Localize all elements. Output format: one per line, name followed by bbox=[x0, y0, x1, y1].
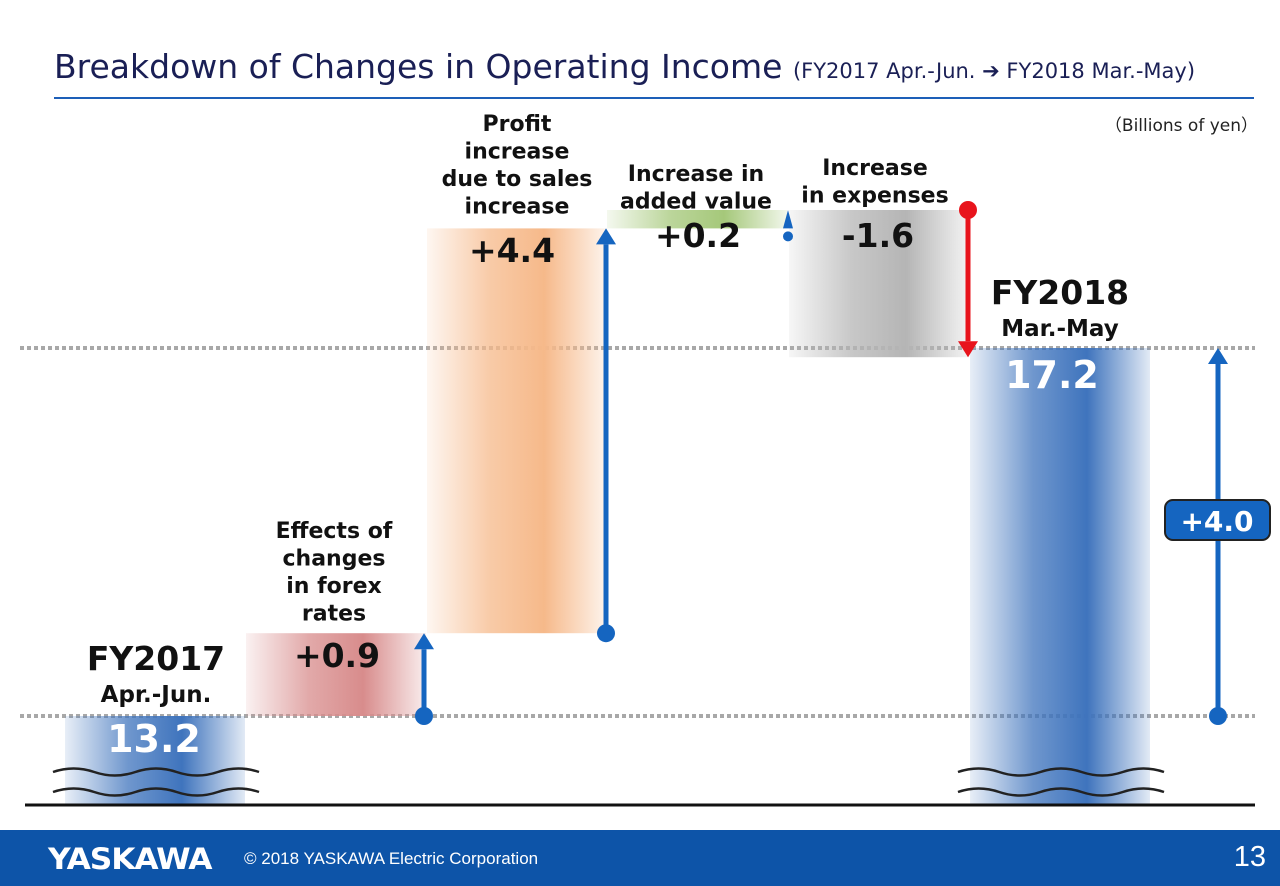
net-change-badge bbox=[1164, 499, 1271, 541]
title-period: (FY2017 Apr.-Jun. ➔ FY2018 Mar.-May) bbox=[792, 59, 1196, 83]
subheading-fy2018: Mar.-May bbox=[1001, 316, 1118, 342]
arrow-expenses-head bbox=[958, 341, 978, 358]
footer-bar: YASKAWA © 2018 YASKAWA Electric Corporat… bbox=[0, 830, 1280, 886]
arrow-sales-tail-dot bbox=[597, 624, 615, 643]
net-change-label: +4.0 bbox=[1180, 505, 1253, 538]
category-label-1-line-2: changes bbox=[283, 547, 386, 572]
value-label-added-value: +0.2 bbox=[655, 216, 741, 255]
arrow-added-value-head bbox=[783, 210, 793, 229]
bar-step-4 bbox=[607, 210, 787, 229]
break-mark-start-1 bbox=[52, 767, 260, 777]
arrow-added-value-tail-dot bbox=[783, 231, 793, 242]
value-label-fy2018: 17.2 bbox=[1005, 353, 1099, 397]
category-label-2-line-2: increase bbox=[465, 140, 570, 165]
subheading-fy2017: Apr.-Jun. bbox=[101, 682, 212, 708]
yaskawa-logo: YASKAWA bbox=[48, 842, 212, 876]
bar-step-5 bbox=[789, 210, 969, 358]
copyright-text: © 2018 YASKAWA Electric Corporation bbox=[244, 849, 539, 868]
arrow-net-change-head bbox=[1208, 348, 1228, 364]
value-label-fy2017: 13.2 bbox=[107, 717, 201, 761]
category-label-2-line-3: due to sales bbox=[442, 167, 593, 192]
break-mark-start-2 bbox=[52, 787, 260, 797]
category-label-4-line-2: in expenses bbox=[801, 184, 948, 209]
category-label-4-line-1: Increase bbox=[822, 156, 928, 181]
break-mark-end-2 bbox=[957, 787, 1165, 797]
break-mark-end-1 bbox=[957, 767, 1165, 777]
category-label-2-line-1: Profit bbox=[483, 112, 552, 137]
arrow-forex-head bbox=[414, 633, 434, 650]
category-label-1-line-3: in forex bbox=[286, 574, 382, 599]
bar-step-6 bbox=[970, 348, 1150, 805]
bar-step-3 bbox=[427, 228, 607, 634]
category-label-3-line-2: added value bbox=[620, 190, 772, 215]
unit-label: （Billions of yen） bbox=[1104, 116, 1258, 136]
heading-fy2017: FY2017 bbox=[87, 639, 225, 678]
slide-title: Breakdown of Changes in Operating Income… bbox=[54, 50, 1195, 83]
arrow-sales-head bbox=[596, 228, 616, 245]
category-label-1-line-1: Effects of bbox=[276, 519, 393, 544]
waterfall-chart: 13.2 17.2 +0.9 +4.4 +0.2 -1.6 FY2017 Apr.-Jun. F… bbox=[20, 112, 1271, 807]
title-main: Breakdown of Changes in Operating Income bbox=[54, 47, 783, 86]
arrow-net-change-tail-dot bbox=[1209, 707, 1227, 725]
category-label-3-line-1: Increase in bbox=[628, 162, 764, 187]
heading-fy2018: FY2018 bbox=[991, 273, 1129, 312]
bar-step-2 bbox=[246, 633, 426, 716]
arrow-expenses-tail-dot bbox=[959, 201, 977, 219]
arrow-forex-tail-dot bbox=[415, 707, 433, 725]
page-number: 13 bbox=[1233, 841, 1266, 873]
category-label-1-line-4: rates bbox=[302, 602, 366, 627]
bar-step-1 bbox=[65, 716, 245, 805]
value-label-sales: +4.4 bbox=[469, 231, 555, 270]
category-label-2-line-4: increase bbox=[465, 195, 570, 220]
title-rule bbox=[54, 97, 1254, 99]
value-label-expenses: -1.6 bbox=[842, 216, 914, 255]
value-label-forex: +0.9 bbox=[294, 636, 380, 675]
